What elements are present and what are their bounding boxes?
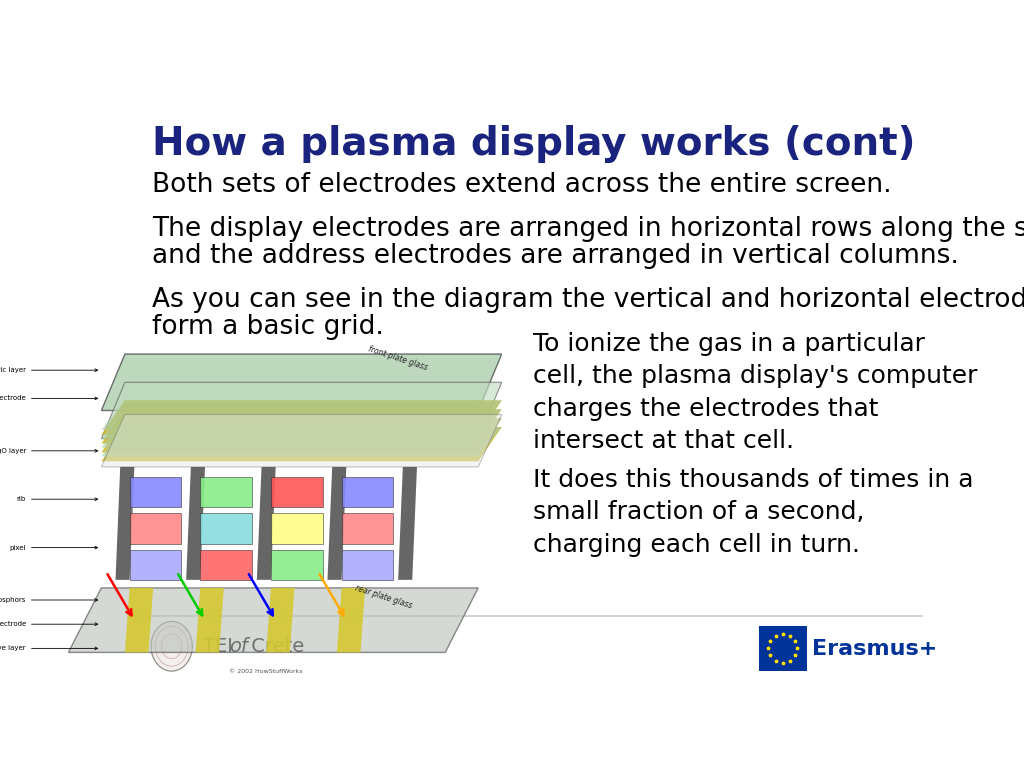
Text: © 2002 HowStuffWorks: © 2002 HowStuffWorks [229, 669, 303, 674]
Text: phosphors: phosphors [0, 597, 97, 603]
Polygon shape [201, 550, 252, 580]
Polygon shape [196, 588, 224, 652]
Polygon shape [130, 550, 181, 580]
Text: rear plate glass: rear plate glass [354, 583, 414, 610]
Text: MgO layer: MgO layer [0, 448, 97, 454]
Polygon shape [101, 400, 502, 435]
Text: address electrode: address electrode [0, 621, 97, 627]
Polygon shape [101, 400, 502, 430]
Polygon shape [342, 477, 393, 508]
Polygon shape [271, 513, 323, 544]
Polygon shape [337, 588, 366, 652]
Polygon shape [101, 354, 502, 410]
Text: and the address electrodes are arranged in vertical columns.: and the address electrodes are arranged … [152, 243, 958, 269]
Polygon shape [101, 415, 502, 467]
Text: small fraction of a second,: small fraction of a second, [532, 500, 864, 525]
Polygon shape [328, 467, 346, 580]
Text: Both sets of electrodes extend across the entire screen.: Both sets of electrodes extend across th… [152, 172, 892, 198]
Text: How a plasma display works (cont): How a plasma display works (cont) [152, 124, 915, 163]
Polygon shape [101, 418, 502, 448]
Polygon shape [201, 513, 252, 544]
Text: It does this thousands of times in a: It does this thousands of times in a [532, 468, 973, 492]
Polygon shape [116, 467, 134, 580]
Text: The display electrodes are arranged in horizontal rows along the screen: The display electrodes are arranged in h… [152, 217, 1024, 243]
Polygon shape [342, 550, 393, 580]
Polygon shape [201, 477, 252, 508]
Text: Erasmus+: Erasmus+ [812, 639, 937, 659]
Text: charging each cell in turn.: charging each cell in turn. [532, 533, 860, 557]
Text: pixel: pixel [9, 545, 97, 551]
Polygon shape [130, 513, 181, 544]
Text: To ionize the gas in a particular: To ionize the gas in a particular [532, 332, 925, 356]
Text: charges the electrodes that: charges the electrodes that [532, 397, 879, 421]
Polygon shape [257, 467, 275, 580]
Text: cell, the plasma display's computer: cell, the plasma display's computer [532, 364, 977, 388]
Text: form a basic grid.: form a basic grid. [152, 314, 384, 340]
Text: front plate glass: front plate glass [368, 345, 429, 372]
Text: rib: rib [16, 496, 97, 502]
Text: display electrode: display electrode [0, 396, 97, 402]
Polygon shape [101, 409, 502, 444]
Polygon shape [101, 427, 502, 456]
Polygon shape [342, 513, 393, 544]
FancyBboxPatch shape [759, 626, 807, 670]
Text: As you can see in the diagram the vertical and horizontal electrodes: As you can see in the diagram the vertic… [152, 287, 1024, 313]
Polygon shape [266, 588, 295, 652]
Polygon shape [101, 418, 502, 452]
Polygon shape [101, 409, 502, 439]
Polygon shape [130, 477, 181, 508]
Polygon shape [271, 550, 323, 580]
Text: intersect at that cell.: intersect at that cell. [532, 429, 794, 453]
Text: address protective layer: address protective layer [0, 645, 97, 651]
Text: TEI: TEI [204, 637, 240, 656]
Polygon shape [398, 467, 417, 580]
Polygon shape [69, 588, 478, 652]
Text: of: of [228, 637, 248, 656]
Polygon shape [101, 427, 502, 462]
Polygon shape [271, 477, 323, 508]
Text: Crete: Crete [246, 637, 305, 656]
Text: dielectric layer: dielectric layer [0, 367, 97, 373]
Polygon shape [125, 588, 154, 652]
Polygon shape [101, 382, 502, 439]
Polygon shape [151, 621, 193, 671]
Polygon shape [186, 467, 205, 580]
